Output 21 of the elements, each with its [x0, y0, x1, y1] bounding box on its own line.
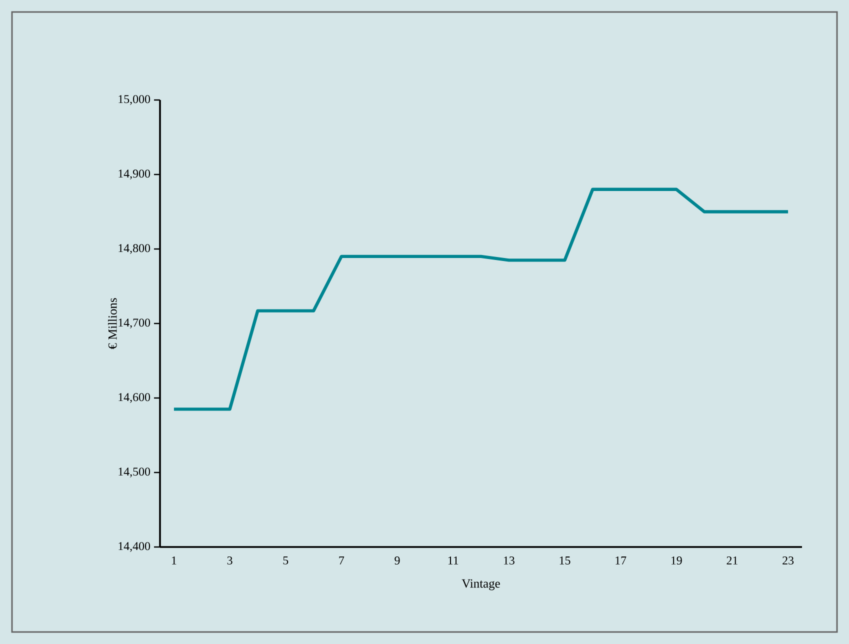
x-tick-label: 1: [172, 556, 176, 564]
y-tick-label: 14,800: [118, 244, 150, 254]
x-tick-label: 15: [560, 556, 570, 564]
y-axis-title: € Millions: [108, 298, 117, 350]
x-tick-label: 3: [227, 556, 232, 565]
y-tick-label: 14,500: [118, 468, 150, 478]
y-tick-label: 14,900: [118, 170, 150, 180]
x-tick-label: 9: [394, 556, 400, 565]
y-tick-label: 14,600: [118, 393, 150, 403]
y-tick-label: 15,000: [118, 95, 150, 105]
x-tick-label: 21: [726, 556, 738, 564]
x-tick-label: 5: [283, 556, 288, 564]
x-tick-label: 11: [448, 556, 458, 564]
x-tick-label: 17: [616, 556, 626, 564]
x-tick-label: 13: [504, 556, 514, 565]
x-tick-label: 19: [671, 556, 682, 565]
x-tick-label: 23: [782, 556, 794, 565]
x-axis-title: Vintage: [462, 579, 500, 590]
y-tick-label: 14,400: [118, 542, 150, 552]
y-tick-label: 14,700: [118, 318, 150, 328]
x-tick-label: 7: [339, 556, 344, 564]
